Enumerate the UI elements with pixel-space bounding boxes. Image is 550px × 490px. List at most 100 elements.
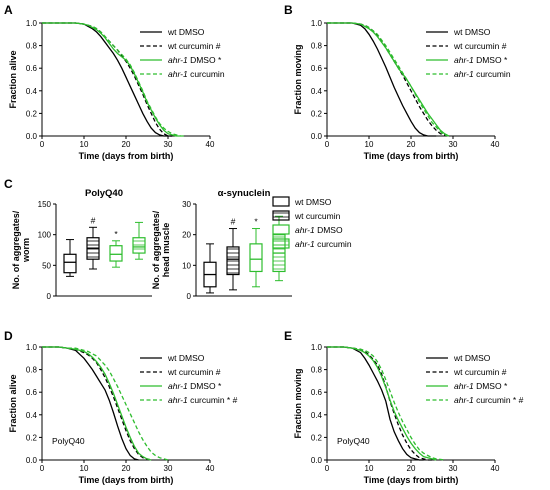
panel-e-x-tick-label: 40	[491, 464, 500, 473]
panel-c1-y-tick-label: 0	[47, 292, 52, 301]
panel-b-y-axis-label: Fraction moving	[293, 44, 303, 114]
panel-d-legend-item-strain: ahr-1	[168, 381, 188, 391]
panel-e-y-tick-label: 0.2	[311, 433, 323, 442]
panel-c1-box-1-significance-mark: #	[91, 215, 96, 225]
panel-d-series-1-line	[42, 346, 152, 461]
panel-e-series-0-line	[327, 346, 424, 461]
panel-c1-y-axis-label-line1: No. of aggregates/	[11, 210, 21, 289]
panel-b-legend-item-significance: *	[502, 55, 508, 65]
panel-c1-y-tick-label: 50	[42, 261, 51, 270]
panel-b-legend-item-treatment: wt DMSO	[453, 27, 491, 37]
panel-a-legend-item-treatment: wt curcumin	[167, 41, 214, 51]
panel-a-y-tick-label: 0.6	[26, 64, 38, 73]
panel-e-y-tick-label: 1.0	[311, 343, 323, 352]
panel-a-legend-item: wt DMSO	[167, 27, 205, 37]
panel-d-y-axis-label: Fraction alive	[8, 374, 18, 432]
panel-d-series-2-line	[42, 346, 152, 461]
panel-c1-y-tick-label: 150	[38, 200, 52, 209]
panel-a-y-tick-label: 0.2	[26, 109, 38, 118]
panel-label-e: E	[284, 329, 292, 343]
panel-c2-y-axis-label-line1: No. of aggregates/	[151, 210, 161, 289]
panel-e-legend-item-significance: #	[499, 367, 506, 377]
panel-b-x-tick-label: 10	[365, 140, 374, 149]
panel-e-legend-item-strain: ahr-1	[454, 395, 474, 405]
panel-d-legend-item: wt DMSO	[167, 353, 205, 363]
panel-c-legend-item-strain: ahr-1	[295, 239, 315, 249]
panel-a-x-tick-label: 0	[40, 140, 45, 149]
panel-a-legend-item-treatment: curcumin	[188, 69, 225, 79]
panel-e-legend-item-treatment: wt curcumin	[453, 367, 500, 377]
panel-e-legend-item-significance: *	[502, 381, 508, 391]
panel-c1-box-3-iqr	[132, 237, 146, 254]
panel-c2-box-2-iqr	[249, 243, 263, 273]
panel-b-legend-item: ahr-1 DMSO *	[454, 55, 508, 65]
panel-a-x-tick-label: 40	[206, 140, 215, 149]
panel-b-legend-item: wt curcumin #	[453, 41, 507, 51]
panel-d-annotation: PolyQ40	[52, 436, 85, 446]
panel-label-b: B	[284, 3, 293, 17]
panel-b-y-tick-label: 0.2	[311, 109, 323, 118]
panel-d-legend-item-treatment: wt curcumin	[167, 367, 214, 377]
panel-b-legend-item-strain: ahr-1	[454, 55, 474, 65]
panel-c-legend-swatch	[272, 238, 290, 249]
panel-b-y-tick-label: 0.6	[311, 64, 323, 73]
panel-c2-y-tick-label: 10	[182, 261, 191, 270]
panel-e-legend-item-treatment: wt DMSO	[453, 353, 491, 363]
panel-c-legend-item-treatment: DMSO	[315, 225, 343, 235]
panel-b-legend-item-treatment: curcumin	[474, 69, 511, 79]
panel-b-legend-item-significance: #	[499, 41, 506, 51]
panel-c1-y-axis-label: No. of aggregates/worm	[11, 210, 31, 289]
panel-a-y-tick-label: 0.0	[26, 132, 38, 141]
panel-c1-title: PolyQ40	[85, 188, 123, 199]
panel-c1-y-axis-label-line2: worm	[21, 238, 31, 263]
panel-c-legend-swatch	[272, 196, 290, 207]
panel-c-legend-item: ahr-1 curcumin	[295, 239, 352, 249]
panel-b-series-0-line	[327, 22, 437, 137]
panel-d-legend-item-treatment: curcumin	[188, 395, 225, 405]
panel-b-legend-item-treatment: wt curcumin	[453, 41, 500, 51]
panel-e-legend-item: wt curcumin #	[453, 367, 507, 377]
panel-a-y-axis-label: Fraction alive	[8, 50, 18, 108]
panel-d-x-tick-label: 30	[164, 464, 173, 473]
panel-d-legend-item: ahr-1 curcumin * #	[168, 395, 238, 405]
panel-e-legend-item-strain: ahr-1	[454, 381, 474, 391]
panel-c-legend-item-treatment: wt curcumin	[294, 211, 341, 221]
panel-a-series-2-line	[42, 22, 181, 137]
panel-d-legend-item: ahr-1 DMSO *	[168, 381, 222, 391]
panel-e-legend-item: wt DMSO	[453, 353, 491, 363]
panel-d-y-tick-label: 0.0	[26, 456, 38, 465]
panel-e-legend-item: ahr-1 curcumin * #	[454, 395, 524, 405]
panel-d-y-tick-label: 0.6	[26, 388, 38, 397]
panel-b-series-1-line	[327, 22, 449, 137]
panel-c1-box-2-iqr	[109, 245, 123, 262]
panel-b-legend-item: ahr-1 curcumin	[454, 69, 511, 79]
panel-e-legend-item-treatment: DMSO	[474, 381, 502, 391]
panel-e-x-axis-label: Time (days from birth)	[364, 475, 459, 485]
panel-c-legend-item: ahr-1 DMSO	[295, 225, 343, 235]
panel-a-legend-item: ahr-1 curcumin	[168, 69, 225, 79]
panel-c2-y-axis-label-line2: head muscle	[161, 223, 171, 278]
panel-a-y-tick-label: 1.0	[26, 19, 38, 28]
panel-b-legend-item-strain: ahr-1	[454, 69, 474, 79]
panel-e-y-tick-label: 0.6	[311, 388, 323, 397]
panel-d-legend-item-treatment: wt DMSO	[167, 353, 205, 363]
panel-b-y-tick-label: 0.0	[311, 132, 323, 141]
panel-d-y-tick-label: 0.8	[26, 366, 38, 375]
panel-a-series-0-line	[42, 22, 173, 137]
panel-b-x-tick-label: 40	[491, 140, 500, 149]
panel-c2-box-1-significance-mark: #	[231, 217, 236, 227]
panel-e-x-tick-label: 20	[407, 464, 416, 473]
panel-a-legend-item: ahr-1 DMSO *	[168, 55, 222, 65]
panel-a-x-tick-label: 10	[80, 140, 89, 149]
panel-b-x-tick-label: 0	[325, 140, 330, 149]
panel-a-legend-item-significance: *	[216, 55, 222, 65]
panel-c-legend-swatch	[272, 210, 290, 221]
panel-b-x-axis-label: Time (days from birth)	[364, 151, 459, 161]
panel-c1-box-2-significance-mark: *	[114, 229, 118, 239]
panel-b-x-tick-label: 20	[407, 140, 416, 149]
panel-c2-y-tick-label: 20	[182, 231, 191, 240]
panel-d-legend-item-treatment: DMSO	[188, 381, 216, 391]
panel-e-legend-item: ahr-1 DMSO *	[454, 381, 508, 391]
panel-c-legend-item-strain: ahr-1	[295, 225, 315, 235]
